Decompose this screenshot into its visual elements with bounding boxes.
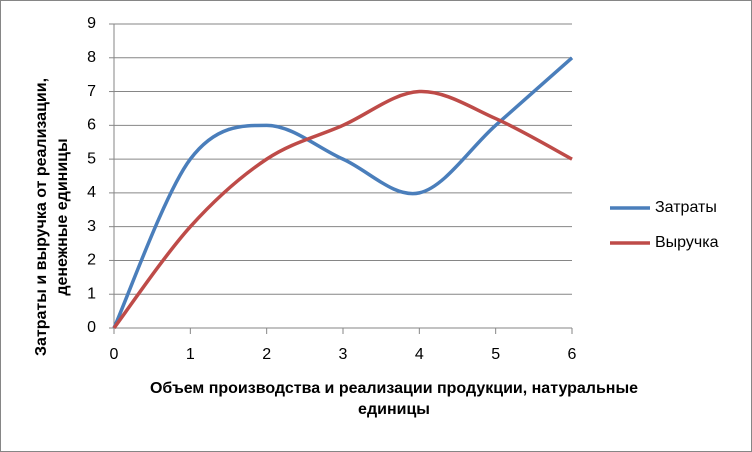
y-axis-title: Затраты и выручка от реализации, денежны… <box>33 77 71 357</box>
y-tick-label: 1 <box>87 285 96 302</box>
x-tick-label: 5 <box>491 346 500 363</box>
legend-label: Затраты <box>655 199 717 216</box>
y-tick-label: 8 <box>87 49 96 66</box>
x-tick-label: 6 <box>568 346 577 363</box>
x-axis-title: Объем производства и реализации продукци… <box>149 380 639 418</box>
series-line <box>112 56 574 329</box>
x-tick-label: 0 <box>110 346 119 363</box>
y-tick-label: 0 <box>87 319 96 336</box>
x-tick-label: 3 <box>339 346 348 363</box>
y-tick-label: 6 <box>87 117 96 134</box>
y-tick-label: 7 <box>87 83 96 100</box>
legend-label: Выручка <box>655 234 719 251</box>
y-tick-label: 4 <box>87 184 96 201</box>
series-line <box>112 89 573 330</box>
y-tick-label: 9 <box>87 15 96 32</box>
y-tick-label: 2 <box>87 252 96 269</box>
y-tick-label: 5 <box>87 150 96 167</box>
x-tick-label: 4 <box>415 346 424 363</box>
x-tick-label: 2 <box>262 346 271 363</box>
x-tick-label: 1 <box>186 346 195 363</box>
y-tick-label: 3 <box>87 218 96 235</box>
